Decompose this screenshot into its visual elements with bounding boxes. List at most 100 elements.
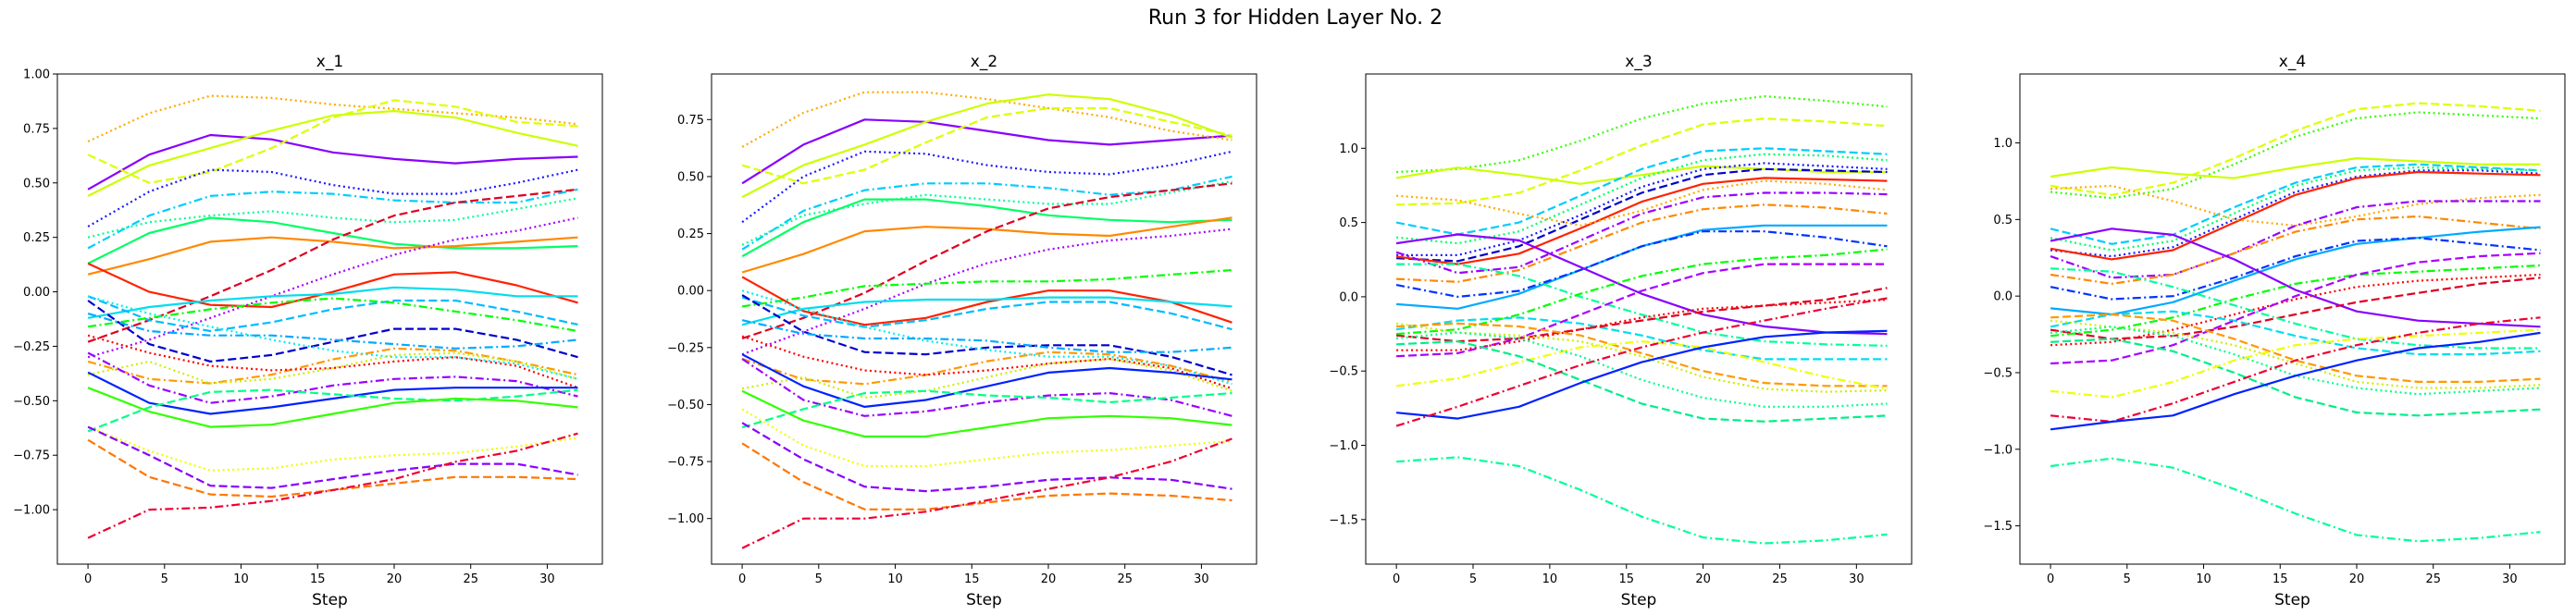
x-tick-label: 15 <box>310 572 326 586</box>
series-line-8 <box>741 198 1232 258</box>
x-tick-label: 15 <box>964 572 980 586</box>
series-line-10 <box>1395 191 1888 275</box>
y-tick-label: −1.5 <box>1983 520 2012 534</box>
series-line-26 <box>2050 331 2541 431</box>
x-tick-label: 20 <box>2349 572 2365 586</box>
subplot-4: 0 5 10 15 20 25 30 −1.5 −1.0 −0.5 0.0 0.5 1.0 x_4 Step <box>1983 53 2566 609</box>
series-line-20 <box>1396 299 1888 351</box>
series-line-2 <box>2050 111 2541 200</box>
series-line-17 <box>87 295 578 380</box>
series-line-13 <box>741 276 1232 326</box>
subplots-container: 0 5 10 15 20 25 30−1.00−0.75−0.50−0.250.000.25… <box>13 53 2566 609</box>
series-line-9 <box>2050 200 2541 279</box>
series-line-7 <box>741 179 1232 246</box>
series-line-27 <box>1395 297 1888 427</box>
series-line-16 <box>2050 264 2541 338</box>
y-tick-label: 1.00 <box>23 68 50 82</box>
series-line-18 <box>87 313 578 350</box>
series-line-23 <box>741 353 1232 408</box>
series-line-10 <box>87 188 578 343</box>
series-line-20 <box>87 351 578 385</box>
series-line-6 <box>87 188 578 250</box>
series-line-4 <box>2050 163 2541 245</box>
series-line-24 <box>2050 328 2541 399</box>
series-line-27 <box>741 422 1232 493</box>
series-line-21 <box>1396 322 1888 387</box>
series-line-29 <box>87 432 578 539</box>
y-tick-label: 0.5 <box>1339 216 1358 230</box>
series-line-4 <box>1395 147 1888 236</box>
series-line-19 <box>1395 287 1888 343</box>
y-tick-label: 0.00 <box>677 285 704 299</box>
y-tick-label: −1.00 <box>13 504 50 518</box>
series-line-25 <box>87 387 578 428</box>
series-line-4 <box>87 109 578 197</box>
x-tick-label: 0 <box>84 572 92 586</box>
x-tick-label: 25 <box>2425 572 2441 586</box>
series-line-7 <box>87 197 578 239</box>
series-line-19 <box>2050 252 2541 365</box>
y-tick-label: −1.5 <box>1329 513 1358 527</box>
x-tick-label: 25 <box>1772 572 1788 586</box>
y-tick-label: −0.5 <box>1329 365 1358 379</box>
series-line-21 <box>741 335 1232 390</box>
series-line-7 <box>2050 170 2541 261</box>
series-line-27 <box>2050 457 2541 543</box>
series-group <box>741 91 1232 549</box>
series-line-17 <box>741 289 1232 386</box>
y-tick-label: −1.00 <box>667 512 704 526</box>
series-line-8 <box>1395 177 1888 265</box>
series-group <box>2050 102 2541 543</box>
x-tick-label: 5 <box>815 572 823 586</box>
x-tick-label: 30 <box>539 572 555 586</box>
series-line-15 <box>1396 263 1888 347</box>
series-line-15 <box>741 296 1232 331</box>
series-line-25 <box>741 389 1232 438</box>
x-tick-label: 10 <box>2196 572 2211 586</box>
y-tick-label: 0.75 <box>23 122 50 136</box>
series-line-19 <box>741 351 1232 386</box>
series-line-26 <box>87 425 578 472</box>
series-line-17 <box>1396 263 1888 358</box>
series-line-14 <box>741 296 1232 326</box>
series-line-14 <box>87 295 578 333</box>
y-tick-label: 0.25 <box>677 228 704 241</box>
x-tick-label: 30 <box>1849 572 1864 586</box>
series-line-20 <box>741 358 1232 400</box>
series-line-13 <box>87 286 578 319</box>
y-tick-label: 0.0 <box>1339 290 1358 304</box>
subplot-2: 0 5 10 15 20 25 30 −1.00 −0.75 −0.50 −0.25 0.00 0.25… <box>667 53 1257 609</box>
y-tick-label: 1.0 <box>1339 142 1358 156</box>
series-line-25 <box>1396 340 1888 423</box>
series-line-16 <box>87 300 578 363</box>
x-tick-label: 25 <box>1117 572 1133 586</box>
axes-frame <box>711 73 1257 565</box>
y-tick-label: −0.50 <box>13 395 50 409</box>
x-tick-label: 20 <box>387 572 402 586</box>
x-tick-label: 20 <box>1041 572 1057 586</box>
series-line-18 <box>1396 248 1888 336</box>
series-line-11 <box>87 216 578 359</box>
series-line-2 <box>1396 117 1888 206</box>
x-tick-label: 15 <box>2273 572 2288 586</box>
series-line-23 <box>87 371 578 415</box>
axes-frame <box>2019 73 2566 565</box>
series-line-11 <box>2050 226 2541 316</box>
x-tick-label: 25 <box>463 572 478 586</box>
series-line-24 <box>87 388 578 433</box>
series-line-25 <box>2050 316 2541 424</box>
y-tick-label: −0.75 <box>667 456 704 470</box>
series-line-11 <box>1396 203 1888 283</box>
x-tick-label: 0 <box>738 572 746 586</box>
y-tick-label: 0.25 <box>23 231 50 245</box>
y-tick-label: 0.75 <box>677 114 704 128</box>
y-tick-label: −0.50 <box>667 399 704 412</box>
series-line-2 <box>87 94 578 142</box>
series-line-14 <box>2050 277 2541 340</box>
series-line-17 <box>2050 267 2541 350</box>
series-line-4 <box>741 93 1232 199</box>
y-tick-label: −1.0 <box>1329 439 1358 453</box>
x-tick-label: 5 <box>1469 572 1477 586</box>
x-tick-label: 20 <box>1695 572 1711 586</box>
